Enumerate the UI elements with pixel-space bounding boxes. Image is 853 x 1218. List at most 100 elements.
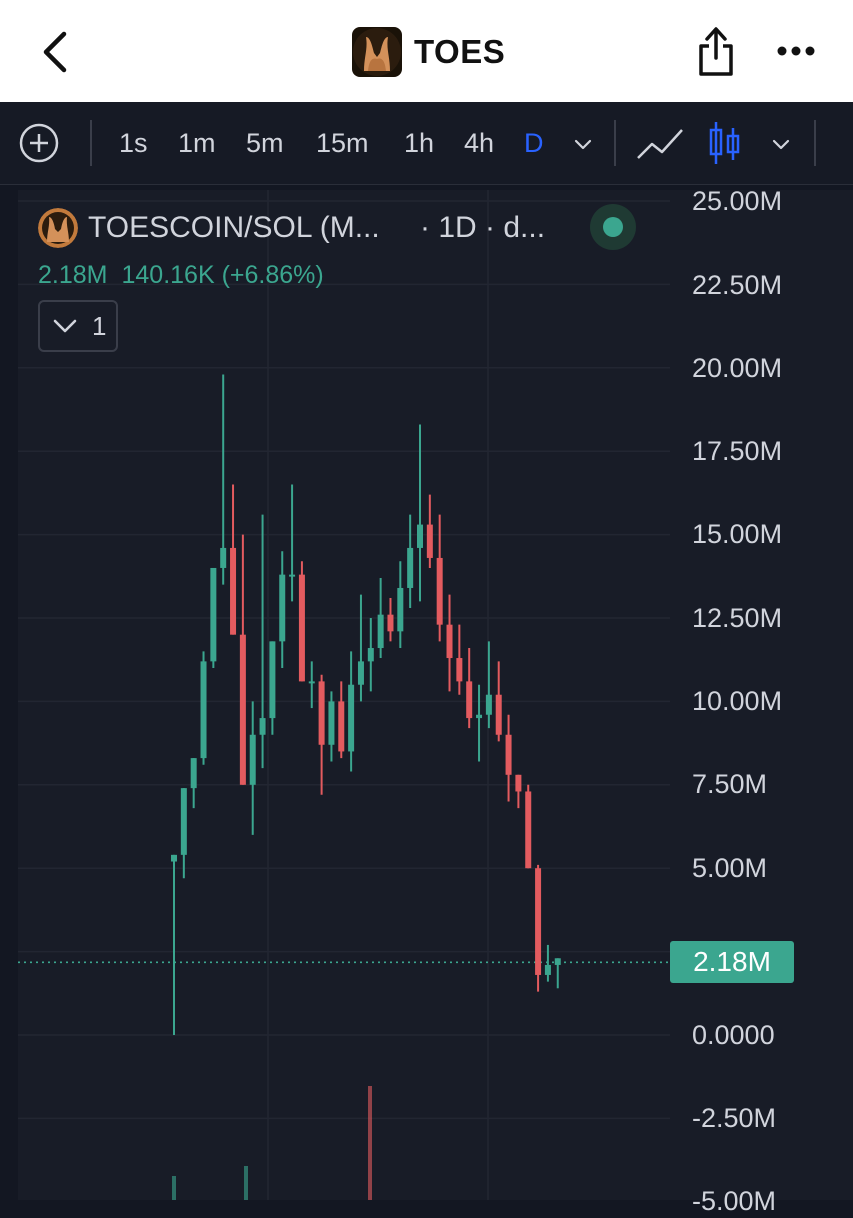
price-axis-label: 0.0000 [692, 1020, 775, 1050]
candle-body [230, 547, 237, 635]
more-horizontal-icon [777, 46, 815, 56]
candle-body [505, 734, 512, 775]
candle-body [190, 758, 197, 789]
candle-body [554, 958, 561, 965]
candle-body [259, 718, 266, 735]
line-chart-button[interactable] [636, 124, 686, 164]
price-axis-label: 12.50M [692, 603, 783, 633]
interval-1m[interactable]: 1m [178, 128, 216, 158]
add-symbol-button[interactable] [18, 122, 60, 164]
interval-dropdown-button[interactable] [572, 132, 594, 154]
chevron-down-icon [574, 139, 592, 150]
interval-d[interactable]: D [524, 128, 544, 158]
candle-body [495, 694, 502, 735]
price-axis-label: -2.50M [692, 1103, 777, 1133]
candle-body [397, 587, 404, 632]
candle-body [515, 774, 522, 792]
candle-body [357, 661, 364, 685]
candle-body [289, 574, 296, 577]
toolbar-divider [814, 120, 816, 166]
back-button[interactable] [36, 30, 76, 74]
candle-body [180, 788, 187, 855]
candle-body [535, 868, 542, 975]
candle-body [525, 791, 532, 869]
candle-body [407, 547, 414, 588]
app-header: TOES [0, 0, 853, 102]
chart-type-dropdown-button[interactable] [770, 132, 792, 154]
toolbar-divider [90, 120, 92, 166]
chevron-left-icon [43, 31, 67, 73]
indicator-count: 1 [92, 311, 107, 341]
price-axis-label: 7.50M [692, 769, 768, 799]
candle-body [200, 661, 207, 759]
chart-panel[interactable] [18, 190, 853, 1200]
candle-body [298, 574, 305, 682]
candle-body [446, 624, 453, 659]
symbol-name[interactable]: TOESCOIN/SOL (M... [88, 211, 380, 244]
candle-body [308, 681, 315, 684]
candle-body [456, 658, 463, 682]
candle-body [318, 681, 325, 745]
interval-4h[interactable]: 4h [464, 128, 495, 158]
candle-body [387, 614, 394, 632]
price-axis-label: -5.00M [692, 1186, 777, 1216]
candle-body [249, 734, 256, 785]
candle-body [417, 524, 423, 548]
candle-body [328, 701, 335, 745]
header-title-group: TOES [352, 26, 505, 78]
price-axis-label: 15.00M [692, 519, 783, 549]
candle-body [485, 694, 492, 715]
interval-15m[interactable]: 15m [316, 128, 369, 158]
interval-1h[interactable]: 1h [404, 128, 435, 158]
candle-body [239, 634, 246, 785]
page-title: TOES [414, 33, 506, 70]
candle-body [210, 567, 217, 662]
volume-bar [244, 1166, 248, 1200]
candle-body [544, 964, 551, 975]
candle-body [338, 701, 345, 752]
chart-toolbar: 1s 1m 5m 15m 1h 4h D [0, 102, 853, 185]
candle-body [436, 557, 443, 625]
market-status-indicator[interactable] [590, 204, 636, 250]
interval-5m[interactable]: 5m [246, 128, 284, 158]
plus-circle-icon [19, 123, 59, 163]
candlestick-icon [709, 122, 740, 164]
line-chart-icon [637, 129, 683, 159]
candle-body [367, 648, 374, 662]
chevron-down-icon [772, 139, 790, 150]
more-options-button[interactable] [772, 36, 820, 66]
candle-body [476, 714, 483, 719]
collapse-indicators-button[interactable]: 1 [38, 300, 118, 352]
candle-body [466, 681, 473, 719]
candle-body [377, 614, 384, 649]
candle-body [220, 547, 227, 568]
price-axis-label: 5.00M [692, 853, 768, 883]
candle-body [348, 684, 355, 752]
chevron-down-icon [53, 319, 77, 333]
toolbar-divider [614, 120, 616, 166]
legend-values: 2.18M 140.16K (+6.86%) [38, 258, 338, 292]
legend-last-value: 2.18M [38, 261, 108, 289]
interval-1s[interactable]: 1s [119, 128, 148, 158]
current-price-tag: 2.18M [670, 941, 794, 983]
price-axis-label: 22.50M [692, 270, 783, 300]
legend-change: 140.16K (+6.86%) [121, 261, 324, 289]
share-button[interactable] [692, 24, 740, 78]
share-icon [699, 27, 733, 76]
price-axis-label: 10.00M [692, 686, 783, 716]
candle-body [279, 574, 286, 642]
symbol-logo-icon [38, 208, 78, 248]
volume-bar [368, 1086, 372, 1200]
status-dot-icon [603, 217, 623, 237]
price-axis-label: 25.00M [692, 186, 783, 216]
candle-body [426, 524, 433, 558]
candle-body [269, 641, 276, 719]
price-axis-label: 20.00M [692, 353, 783, 383]
symbol-interval: · 1D · d... [420, 211, 546, 244]
price-axis-label: 17.50M [692, 436, 783, 466]
token-logo-icon [352, 27, 402, 77]
volume-bar [172, 1176, 176, 1200]
candle-body [171, 854, 177, 862]
candles-chart-button[interactable] [706, 120, 742, 166]
